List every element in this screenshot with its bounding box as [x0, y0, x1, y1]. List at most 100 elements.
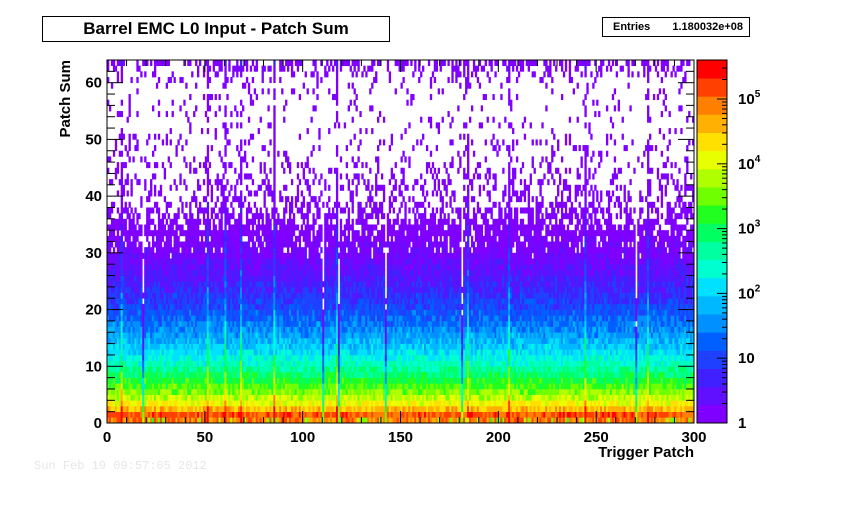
- heatmap-cell: [193, 405, 196, 412]
- heatmap-cell: [281, 337, 284, 344]
- heatmap-cell: [216, 235, 219, 242]
- heatmap-cell: [265, 377, 268, 384]
- heatmap-cell: [306, 315, 309, 322]
- heatmap-cell: [161, 298, 165, 305]
- heatmap-cell: [275, 281, 278, 288]
- heatmap-cell: [304, 320, 307, 327]
- heatmap-cell: [214, 360, 217, 367]
- heatmap-cell: [146, 394, 149, 401]
- heatmap-cell: [296, 258, 300, 265]
- heatmap-cell: [161, 337, 165, 344]
- heatmap-cell: [271, 417, 274, 424]
- heatmap-cell: [228, 405, 231, 412]
- heatmap-cell: [296, 332, 300, 339]
- heatmap-cell: [253, 264, 257, 271]
- heatmap-cell: [218, 360, 221, 367]
- heatmap-cell: [318, 258, 321, 265]
- heatmap-cell: [167, 405, 170, 412]
- heatmap-cell: [173, 269, 176, 276]
- heatmap-cell: [251, 133, 255, 140]
- heatmap-cell: [275, 252, 278, 259]
- heatmap-cell: [167, 224, 170, 231]
- heatmap-cell: [193, 281, 196, 288]
- heatmap-cell: [167, 298, 170, 305]
- heatmap-cell: [116, 383, 120, 390]
- heatmap-cell: [210, 247, 214, 254]
- heatmap-cell: [245, 207, 249, 214]
- heatmap-cell: [312, 281, 315, 288]
- heatmap-cell: [185, 309, 188, 316]
- heatmap-cell: [107, 377, 110, 384]
- heatmap-cell: [240, 264, 243, 271]
- heatmap-cell: [169, 383, 172, 390]
- heatmap-cell: [287, 258, 290, 265]
- heatmap-cell: [191, 360, 194, 367]
- heatmap-cell: [236, 122, 239, 129]
- heatmap-cell: [304, 377, 307, 384]
- heatmap-cell: [150, 366, 153, 373]
- heatmap-cell: [224, 82, 227, 89]
- heatmap-cell: [136, 337, 139, 344]
- heatmap-cell: [124, 298, 127, 305]
- heatmap-cell: [283, 383, 286, 390]
- heatmap-cell: [206, 99, 210, 106]
- heatmap-cell: [316, 71, 319, 78]
- heatmap-cell: [255, 292, 259, 299]
- heatmap-cell: [198, 326, 202, 333]
- heatmap-cell: [277, 394, 280, 401]
- heatmap-cell: [126, 281, 129, 288]
- heatmap-cell: [261, 77, 264, 84]
- heatmap-cell: [306, 383, 309, 390]
- heatmap-cell: [155, 264, 159, 271]
- heatmap-cell: [285, 275, 288, 282]
- heatmap-cell: [310, 252, 313, 259]
- heatmap-cell: [163, 366, 167, 373]
- heatmap-cell: [234, 349, 237, 356]
- heatmap-cell: [234, 417, 237, 424]
- heatmap-cell: [234, 224, 237, 231]
- heatmap-cell: [273, 247, 276, 254]
- heatmap-cell: [124, 207, 127, 214]
- heatmap-cell: [269, 417, 272, 424]
- heatmap-cell: [132, 349, 135, 356]
- heatmap-cell: [204, 298, 208, 305]
- heatmap-cell: [238, 303, 241, 310]
- heatmap-cell: [249, 349, 253, 356]
- heatmap-cell: [155, 383, 159, 390]
- heatmap-cell: [273, 230, 276, 237]
- heatmap-cell: [122, 366, 125, 373]
- heatmap-cell: [216, 298, 219, 305]
- heatmap-cell: [179, 326, 182, 333]
- heatmap-cell: [328, 128, 331, 135]
- heatmap-cell: [159, 281, 163, 288]
- heatmap-cell: [242, 326, 245, 333]
- heatmap-cell: [259, 286, 262, 293]
- heatmap-cell: [155, 337, 159, 344]
- heatmap-cell: [277, 247, 280, 254]
- heatmap-cell: [249, 65, 253, 72]
- heatmap-cell: [238, 218, 241, 225]
- heatmap-cell: [257, 275, 260, 282]
- heatmap-cell: [267, 360, 270, 367]
- heatmap-cell: [247, 201, 251, 208]
- heatmap-cell: [306, 298, 309, 305]
- heatmap-cell: [195, 366, 198, 373]
- heatmap-cell: [124, 377, 127, 384]
- heatmap-cell: [210, 394, 214, 401]
- heatmap-cell: [263, 315, 266, 322]
- heatmap-cell: [206, 65, 210, 72]
- heatmap-cell: [335, 281, 339, 288]
- heatmap-cell: [116, 224, 120, 231]
- heatmap-cell: [177, 247, 180, 254]
- heatmap-cell: [152, 326, 155, 333]
- heatmap-cell: [175, 371, 178, 378]
- heatmap-cell: [255, 303, 259, 310]
- heatmap-cell: [298, 241, 302, 248]
- heatmap-cell: [249, 252, 253, 259]
- heatmap-cell: [165, 230, 169, 237]
- heatmap-cell: [224, 405, 227, 412]
- heatmap-cell: [222, 394, 225, 401]
- heatmap-cell: [218, 298, 221, 305]
- heatmap-cell: [288, 383, 292, 390]
- heatmap-cell: [247, 411, 251, 418]
